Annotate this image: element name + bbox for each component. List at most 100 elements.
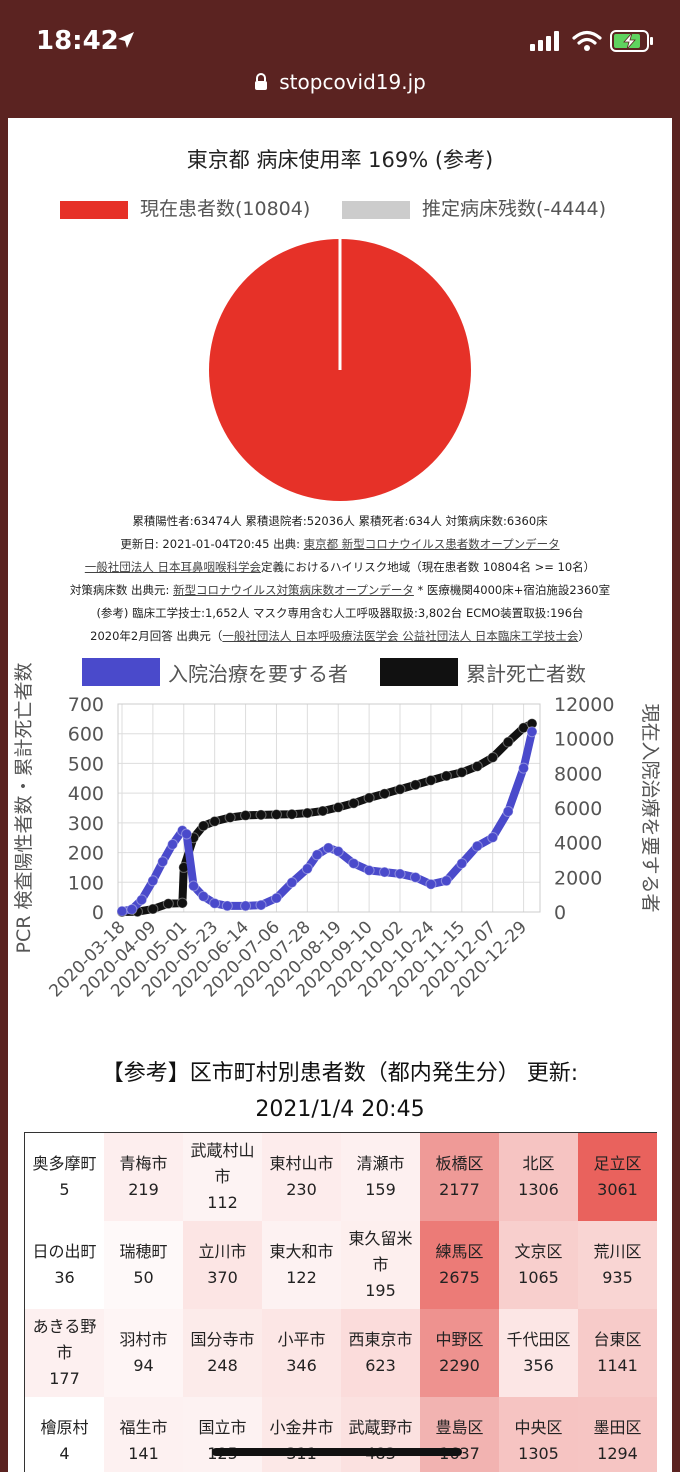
series-point-0	[394, 868, 406, 880]
y-axis-title: PCR 検査陽性者数・累計死亡者数	[13, 663, 35, 954]
notes-line-answer: 2020年2月回答 出典元（一般社団法人 日本呼吸療法医学会 公益社団法人 日本…	[90, 629, 590, 643]
municipality-cell: 北区 1306	[499, 1133, 578, 1221]
y2-tick-label: 0	[554, 902, 566, 924]
municipality-count: 219	[128, 1180, 159, 1199]
municipality-count: 122	[286, 1268, 317, 1287]
municipality-cell: 練馬区 2675	[420, 1221, 499, 1309]
municipality-count: 1305	[518, 1444, 559, 1463]
municipality-name: 国立市	[198, 1418, 247, 1437]
series-point-0	[348, 857, 360, 869]
source-link-respiratory-society[interactable]: 一般社団法人 日本呼吸療法医学会 公益社団法人 日本臨床工学技士会	[222, 629, 579, 643]
municipality-cell: 東久留米市 195	[341, 1221, 420, 1309]
legend-label-0: 入院治療を要する者	[168, 662, 348, 686]
address-bar[interactable]: stopcovid19.jp	[0, 70, 680, 110]
municipality-cell: 台東区 1141	[578, 1309, 657, 1397]
y-tick-label: 400	[68, 783, 104, 805]
status-bar: 18:42	[0, 0, 680, 70]
municipality-count: 177	[49, 1369, 80, 1388]
y2-axis-title: 現在入院治療を要する者	[639, 703, 661, 912]
municipality-name: 中野区	[435, 1330, 484, 1349]
municipality-count: 623	[365, 1356, 396, 1375]
municipality-cell: 板橋区 2177	[420, 1133, 499, 1221]
series-point-1	[197, 820, 209, 832]
plot-frame	[117, 703, 541, 913]
legend-item-remaining-beds[interactable]: 推定病床残数(-4444)	[342, 194, 606, 220]
municipality-count: 346	[286, 1356, 317, 1375]
municipality-count: 1294	[597, 1444, 638, 1463]
municipality-name: 武蔵野市	[348, 1418, 413, 1437]
municipality-cell: 小平市 346	[262, 1309, 341, 1397]
municipality-name: 小金井市	[269, 1418, 334, 1437]
municipality-name: 板橋区	[435, 1154, 484, 1173]
clock: 18:42	[36, 26, 119, 56]
municipality-cell: 羽村市 94	[104, 1309, 183, 1397]
municipality-cell: 福生市 141	[104, 1397, 183, 1472]
series-point-1	[176, 897, 188, 909]
notes-line-update: 更新日: 2021-01-04T20:45 出典: 東京都 新型コロナウイルス患…	[120, 537, 560, 551]
municipality-cell: 中野区 2290	[420, 1309, 499, 1397]
municipality-cell: 小金井市311	[262, 1397, 341, 1472]
series-point-1	[518, 722, 530, 734]
series-point-1	[409, 779, 421, 791]
municipality-cell: 荒川区 935	[578, 1221, 657, 1309]
municipality-name: 福生市	[119, 1418, 168, 1437]
municipality-count: 248	[207, 1356, 238, 1375]
series-point-0	[311, 849, 323, 861]
legend-item-current-patients[interactable]: 現在患者数(10804)	[60, 194, 310, 220]
municipality-name: 台東区	[593, 1330, 642, 1349]
y2-tick-label: 6000	[554, 798, 602, 820]
municipality-count: 4	[59, 1444, 70, 1463]
municipality-count: 2675	[439, 1268, 480, 1287]
series-point-0	[147, 875, 159, 887]
municipality-count: 5	[59, 1180, 70, 1199]
series-point-1	[425, 774, 437, 786]
legend-label: 推定病床残数(-4444)	[422, 198, 607, 220]
pie-chart-title: 東京都 病床使用率 169% (参考)	[186, 148, 494, 172]
municipality-count: 112	[207, 1193, 238, 1212]
municipality-count: 36	[54, 1268, 75, 1287]
series-point-0	[471, 840, 483, 852]
series-point-0	[301, 863, 313, 875]
municipality-count: 50	[133, 1268, 154, 1287]
source-link-beds-opendata[interactable]: 新型コロナウイルス対策病床数オープンデータ	[173, 583, 414, 597]
municipality-cell: 国立市125	[183, 1397, 262, 1472]
municipality-name: 西東京市	[348, 1330, 413, 1349]
y2-tick-label: 2000	[554, 867, 602, 889]
municipality-cell: 武蔵村山市 112	[183, 1133, 262, 1221]
municipality-cell: 西東京市 623	[341, 1309, 420, 1397]
series-point-0	[487, 831, 499, 843]
municipality-name: 立川市	[198, 1242, 247, 1261]
municipality-cell: 奥多摩町 5	[25, 1133, 104, 1221]
series-point-1	[471, 760, 483, 772]
series-point-0	[286, 877, 298, 889]
lock-icon	[255, 73, 268, 90]
series-point-0	[363, 864, 375, 876]
municipality-cell: 清瀬市 159	[341, 1133, 420, 1221]
municipality-count: 935	[602, 1268, 633, 1287]
series-point-0	[425, 878, 437, 890]
municipality-name: 千代田区	[506, 1330, 571, 1349]
municipality-name: 国分寺市	[190, 1330, 255, 1349]
municipality-name: 文京区	[514, 1242, 563, 1261]
series-point-1	[363, 792, 375, 804]
y-tick-label: 700	[68, 694, 104, 716]
series-point-0	[456, 857, 468, 869]
source-link-ent-society[interactable]: 一般社団法人 日本耳鼻咽喉科学会	[84, 560, 261, 574]
y-tick-label: 600	[68, 724, 104, 746]
series-point-0	[518, 762, 530, 774]
notes-line-equipment: (参考) 臨床工学技士:1,652人 マスク専用含む人工呼吸器取扱:3,802台…	[96, 606, 584, 620]
series-point-0	[188, 880, 200, 892]
line-chart: 入院治療を要する者 累計死亡者数 0 100 200 300 400 500 600 700 0 20…	[13, 658, 661, 1001]
municipality-cell: 武蔵野市483	[341, 1397, 420, 1472]
series-point-1	[348, 797, 360, 809]
y2-tick-label: 4000	[554, 833, 602, 855]
municipality-cell: あきる野市 177	[25, 1309, 104, 1397]
municipality-cell: 千代田区 356	[499, 1309, 578, 1397]
source-link-tokyo-opendata[interactable]: 東京都 新型コロナウイルス患者数オープンデータ	[303, 537, 560, 551]
municipality-name: 小平市	[277, 1330, 326, 1349]
municipality-count: 1065	[518, 1268, 559, 1287]
municipality-cell: 墨田区 1294	[578, 1397, 657, 1472]
municipality-name: 足立区	[593, 1154, 642, 1173]
municipality-count: 94	[133, 1356, 154, 1375]
web-page: 東京都 病床使用率 169% (参考) 現在患者数(10804) 推定病床残数(…	[8, 118, 672, 1472]
